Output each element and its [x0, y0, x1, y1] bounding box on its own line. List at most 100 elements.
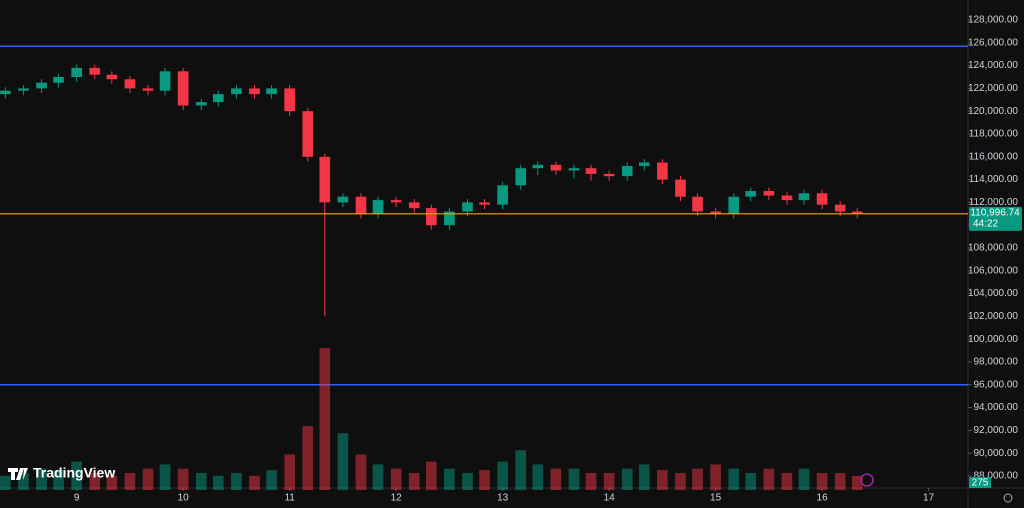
- candle-body: [657, 162, 668, 180]
- volume-bar: [550, 468, 562, 490]
- settings-icon[interactable]: [1003, 493, 1013, 503]
- volume-bar: [266, 470, 277, 490]
- x-tick-label: 13: [497, 493, 509, 504]
- volume-bar: [568, 468, 580, 490]
- volume-bar: [231, 472, 242, 490]
- candle-body: [550, 164, 562, 171]
- volume-bar: [657, 470, 668, 490]
- candle-body: [621, 165, 633, 177]
- volume-bar: [603, 472, 615, 490]
- candle-body: [71, 67, 82, 77]
- candle-body: [0, 90, 11, 95]
- candle-body: [319, 156, 331, 203]
- last-price-label: 110,996.74: [970, 207, 1020, 218]
- candle-body: [337, 196, 349, 203]
- candle-body: [462, 202, 473, 212]
- volume-bar: [621, 468, 633, 490]
- volume-bar: [851, 475, 863, 490]
- candle-body: [798, 193, 810, 201]
- candle-body: [515, 168, 527, 186]
- candle-body: [266, 88, 277, 95]
- candle-body: [585, 168, 597, 174]
- y-tick-label: 94,000.00: [974, 402, 1019, 413]
- volume-bar: [372, 464, 384, 490]
- volume-bar: [18, 472, 29, 490]
- volume-bar: [53, 470, 64, 490]
- volume-bar: [515, 450, 527, 490]
- volume-badge: [969, 477, 991, 488]
- candle-body: [231, 88, 242, 95]
- y-tick-label: 122,000.00: [968, 83, 1018, 94]
- candle-body: [692, 196, 703, 212]
- volume-bar: [124, 472, 136, 490]
- candle-body: [249, 88, 260, 95]
- volume-bar: [390, 468, 402, 490]
- volume-bar: [834, 472, 846, 490]
- y-tick-label: 116,000.00: [969, 151, 1019, 162]
- y-tick-label: 128,000.00: [968, 15, 1018, 26]
- volume-bar: [816, 472, 828, 490]
- volume-bar: [36, 468, 47, 490]
- candle-body: [728, 196, 740, 214]
- candle-body: [284, 88, 295, 112]
- volume-bar: [159, 464, 171, 490]
- volume-bar: [638, 464, 650, 490]
- logo: TradingView: [8, 465, 115, 481]
- x-tick-label: 10: [178, 493, 190, 504]
- volume-bar: [408, 472, 420, 490]
- volume-bar: [177, 468, 189, 490]
- volume-bar: [212, 475, 224, 490]
- candle-body: [638, 162, 650, 166]
- candle-body: [89, 67, 101, 75]
- volume-badge-label: 275: [972, 478, 989, 489]
- volume-bar: [355, 454, 367, 490]
- candle-body: [195, 102, 207, 106]
- x-tick-label: 17: [923, 493, 935, 504]
- candle-body: [568, 168, 580, 171]
- volume-bar: [142, 468, 154, 490]
- candle-body: [159, 71, 171, 91]
- candle-body: [781, 195, 793, 201]
- candle-body: [372, 200, 384, 214]
- volume-bar: [692, 468, 703, 490]
- candle-body: [302, 111, 314, 157]
- volume-bar: [532, 464, 544, 490]
- candle-body: [124, 79, 136, 89]
- candle-body: [497, 185, 508, 205]
- volume-bar: [728, 468, 740, 490]
- volume-bar: [284, 454, 295, 490]
- countdown: 44:22: [973, 218, 998, 229]
- candle-body: [532, 164, 544, 169]
- candle-body: [851, 211, 863, 214]
- volume-bar: [425, 461, 437, 490]
- candle-body: [763, 191, 775, 196]
- candle-body: [36, 82, 47, 89]
- y-tick-label: 124,000.00: [968, 60, 1018, 71]
- volume-bar: [462, 472, 473, 490]
- last-price-box: [969, 206, 1022, 231]
- candle-body: [816, 193, 828, 205]
- volume-bar: [497, 461, 508, 490]
- x-tick-label: 12: [391, 493, 403, 504]
- volume-bar: [195, 472, 207, 490]
- y-tick-label: 114,000.00: [969, 174, 1019, 185]
- candle-body: [390, 200, 402, 203]
- y-tick-label: 120,000.00: [968, 106, 1018, 117]
- candle-body: [355, 196, 367, 214]
- x-tick-label: 16: [817, 493, 829, 504]
- x-tick-label: 11: [284, 493, 295, 504]
- alert-icon[interactable]: [860, 473, 874, 487]
- candle-body: [18, 88, 29, 91]
- y-tick-label: 126,000.00: [968, 37, 1018, 48]
- volume-bar: [479, 470, 490, 490]
- y-tick-label: 88,000.00: [974, 471, 1019, 482]
- y-tick-label: 118,000.00: [969, 129, 1019, 140]
- volume-bar: [710, 464, 721, 490]
- volume-bar: [337, 433, 349, 490]
- y-tick-label: 104,000.00: [968, 288, 1018, 299]
- y-tick-label: 102,000.00: [968, 311, 1018, 322]
- volume-bar: [0, 475, 11, 490]
- candle-body: [603, 173, 615, 177]
